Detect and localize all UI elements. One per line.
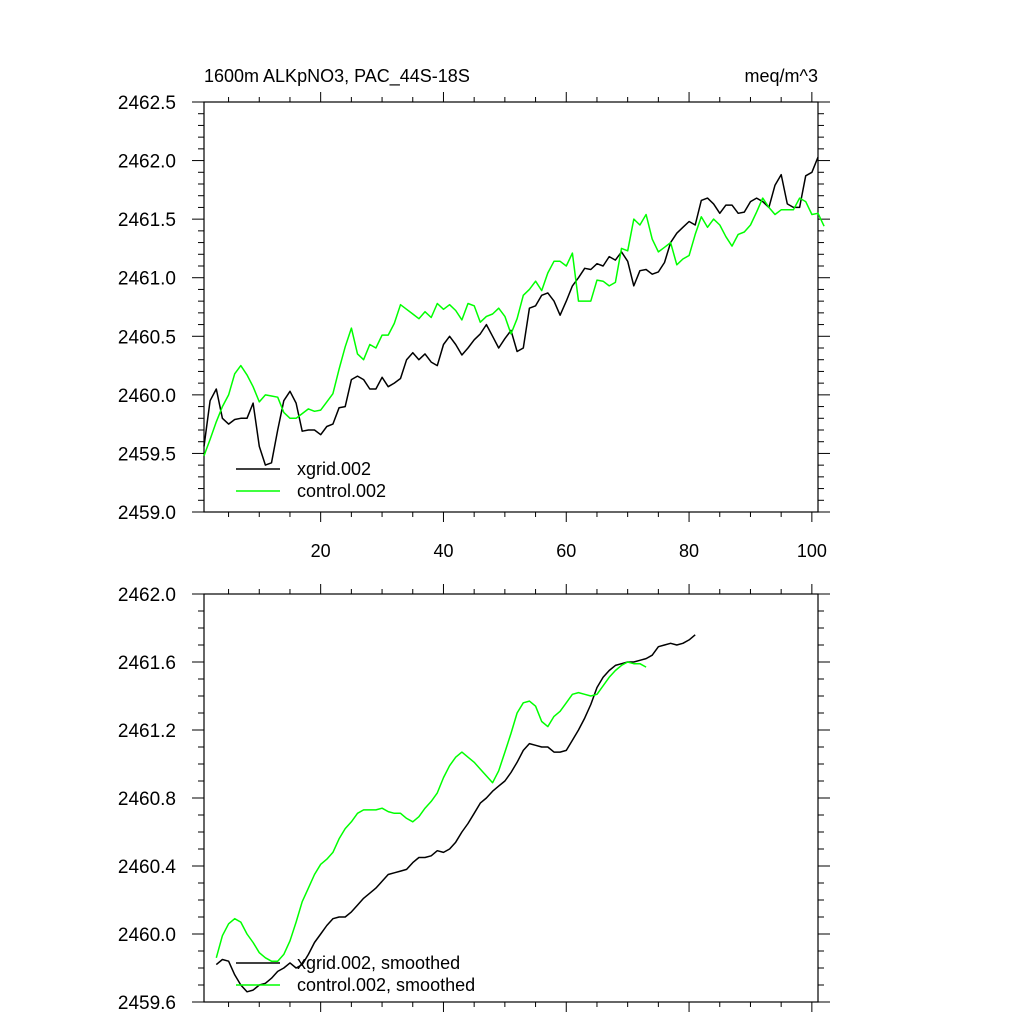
x-tick-label: 60: [556, 541, 576, 561]
chart-title-right: meq/m^3: [745, 66, 818, 86]
series-line-1: [203, 197, 825, 457]
y-tick-label: 2460.0: [118, 386, 176, 407]
legend-label: xgrid.002, smoothed: [297, 953, 460, 973]
y-tick-label: 2462.5: [118, 93, 176, 114]
series-line-0: [215, 634, 696, 993]
legend-label: control.002, smoothed: [297, 975, 475, 995]
y-tick-label: 2460.4: [118, 857, 177, 878]
y-tick-label: 2461.2: [118, 721, 176, 742]
bottom-panel: 2459.6 2460.0 2460.4 2460.8 2461.2 2461.6 2462…: [118, 584, 830, 1014]
y-tick-label: 2459.5: [118, 444, 176, 465]
x-tick-label: 80: [679, 541, 699, 561]
y-tick-label: 2459.0: [118, 503, 176, 524]
y-tick-label: 2461.5: [118, 210, 176, 231]
y-tick-label: 2460.0: [118, 925, 176, 946]
y-tick-label: 2459.6: [118, 993, 176, 1014]
y-tick-label: 2461.0: [118, 269, 176, 290]
legend-label: control.002: [297, 481, 386, 501]
y-tick-label: 2462.0: [118, 585, 176, 606]
legend-label: xgrid.002: [297, 459, 371, 479]
y-tick-label: 2462.0: [118, 152, 176, 173]
x-tick-label: 40: [433, 541, 453, 561]
y-tick-label: 2460.8: [118, 789, 176, 810]
x-tick-label: 20: [311, 541, 331, 561]
series-line-0: [203, 156, 819, 466]
chart-title-left: 1600m ALKpNO3, PAC_44S-18S: [204, 66, 470, 87]
series-line-1: [215, 661, 647, 962]
plot-frame: [203, 101, 819, 513]
y-tick-label: 2460.5: [118, 327, 176, 348]
y-tick-label: 2461.6: [118, 653, 176, 674]
top-panel: 1600m ALKpNO3, PAC_44S-18S meq/m^3 20 40 60 8…: [118, 66, 830, 561]
x-tick-label: 100: [797, 541, 827, 561]
